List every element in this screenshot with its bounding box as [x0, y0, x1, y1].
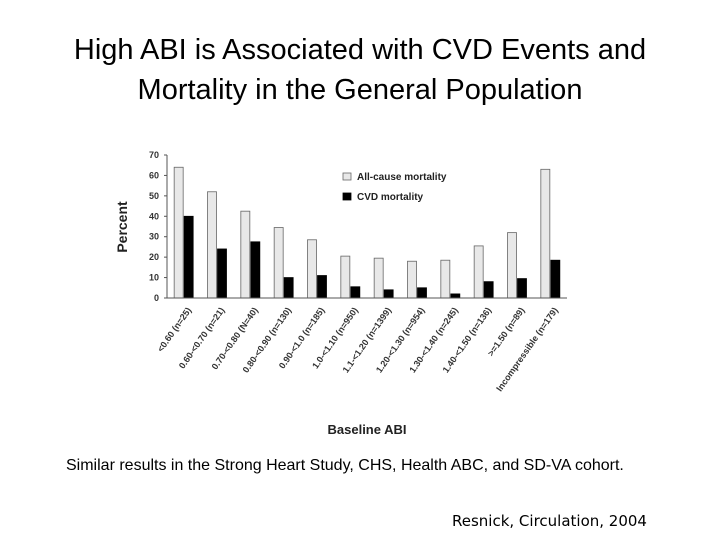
y-tick-label: 40: [149, 211, 159, 221]
bar-all-cause-mortality: [373, 257, 384, 299]
y-tick-label: 50: [149, 191, 159, 201]
abi-bar-chart: 0 10 20 30 40 50 60 70 <0.60 (n=25)0.60-<0.70 (…: [114, 150, 567, 437]
y-tick-label: 0: [154, 293, 159, 303]
slide-title-line-1: High ABI is Associated with CVD Events a…: [73, 34, 647, 66]
slide-title-line-2: Mortality in the General Population: [137, 74, 583, 106]
x-tick-label: <0.60 (n=25): [155, 305, 193, 353]
legend: All-cause mortality CVD mortality: [342, 172, 447, 203]
bar-all-cause-mortality: [340, 255, 351, 299]
x-axis: <0.60 (n=25)0.60-<0.70 (n=21)0.70-<0.80 …: [155, 297, 567, 393]
bar-all-cause-mortality: [240, 210, 251, 299]
bar-all-cause-mortality: [473, 245, 484, 299]
bar-cvd-mortality: [383, 289, 394, 299]
bar-all-cause-mortality: [207, 191, 217, 299]
bar-all-cause-mortality: [440, 259, 451, 299]
footnote: Similar results in the Strong Heart Stud…: [66, 457, 624, 474]
legend-swatch: [342, 172, 352, 181]
x-axis-title: Baseline ABI: [328, 422, 407, 437]
bar-all-cause-mortality: [307, 239, 317, 299]
legend-label: CVD mortality: [357, 192, 424, 203]
bar-cvd-mortality: [217, 248, 227, 299]
bar-cvd-mortality: [350, 286, 361, 299]
y-tick-label: 60: [149, 170, 159, 180]
bar-all-cause-mortality: [407, 260, 417, 299]
y-axis-title: Percent: [114, 201, 130, 253]
citation: Resnick, Circulation, 2004: [452, 512, 647, 530]
legend-swatch: [342, 192, 352, 201]
y-tick-label: 10: [149, 273, 159, 283]
bar-all-cause-mortality: [273, 227, 284, 299]
bar-cvd-mortality: [183, 215, 194, 299]
bar-all-cause-mortality: [540, 168, 551, 299]
bar-all-cause-mortality: [507, 232, 517, 299]
bar-cvd-mortality: [250, 241, 261, 299]
y-tick-label: 20: [149, 252, 159, 262]
y-axis: 0 10 20 30 40 50 60 70: [149, 150, 168, 303]
x-tick-label: Incompressible (n=179): [494, 305, 560, 393]
bar-cvd-mortality: [483, 281, 494, 299]
bar-cvd-mortality: [450, 293, 461, 299]
slide-title: High ABI is Associated with CVD Events a…: [20, 30, 700, 110]
legend-label: All-cause mortality: [357, 172, 447, 183]
bar-all-cause-mortality: [173, 166, 184, 299]
bars: [173, 166, 561, 299]
bar-cvd-mortality: [283, 277, 294, 299]
bar-cvd-mortality: [417, 287, 427, 299]
y-tick-label: 70: [149, 150, 159, 160]
bar-cvd-mortality: [550, 259, 561, 299]
bar-cvd-mortality: [517, 278, 527, 299]
y-tick-label: 30: [149, 232, 159, 242]
bar-cvd-mortality: [317, 275, 327, 299]
